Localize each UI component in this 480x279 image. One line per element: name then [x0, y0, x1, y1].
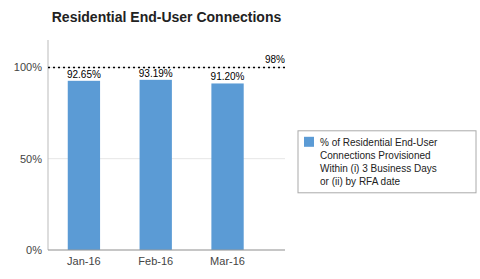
grid-line	[48, 250, 285, 251]
bar	[140, 80, 172, 250]
y-tick-label: 50%	[20, 153, 42, 165]
data-label: 93.19%	[139, 68, 173, 79]
x-axis-line	[48, 250, 285, 251]
x-tick-label: Feb-16	[138, 255, 173, 267]
y-tick-label: 100%	[14, 61, 42, 73]
legend-line: or (ii) by RFA date	[320, 176, 400, 187]
data-label: 92.65%	[67, 69, 101, 80]
legend-swatch	[304, 137, 314, 147]
y-tick-label: 0%	[26, 244, 42, 256]
legend-line: Within (i) 3 Business Days	[320, 163, 437, 174]
legend-entry: % of Residential End-User Connections Pro…	[320, 137, 438, 187]
title: Residential End-User Connections	[52, 9, 282, 25]
y-axis-line	[48, 40, 49, 250]
bars	[68, 80, 244, 250]
bar	[211, 83, 243, 250]
bar	[68, 81, 100, 250]
legend-line: % of Residential End-User	[320, 137, 438, 148]
legend-line: Connections Provisioned	[320, 150, 431, 161]
chart: Residential End-User Connections 0% 50% 100…	[0, 0, 480, 279]
x-tick-label: Jan-16	[67, 255, 101, 267]
legend-box	[298, 131, 476, 193]
target-label: 98%	[265, 54, 285, 65]
data-label: 91.20%	[211, 71, 245, 82]
x-tick-label: Mar-16	[210, 255, 245, 267]
target-line	[48, 67, 285, 69]
